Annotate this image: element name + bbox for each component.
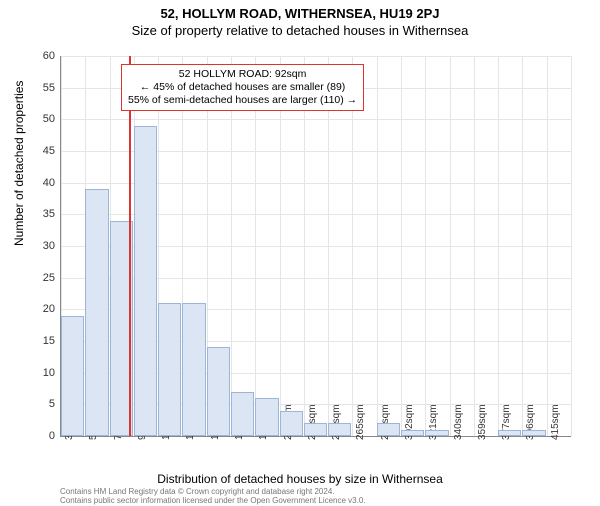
gridline-v (450, 56, 451, 436)
y-tick-label: 5 (15, 398, 55, 410)
gridline-v (304, 56, 305, 436)
y-tick-label: 45 (15, 145, 55, 157)
page-title: 52, HOLLYM ROAD, WITHERNSEA, HU19 2PJ (0, 6, 600, 21)
annotation-line: 52 HOLLYM ROAD: 92sqm (128, 68, 357, 81)
histogram-bar (498, 430, 521, 436)
y-tick-label: 50 (15, 113, 55, 125)
gridline-v (255, 56, 256, 436)
gridline-v (547, 56, 548, 436)
x-tick-label: 359sqm (477, 404, 488, 440)
attribution-line-2: Contains public sector information licen… (60, 497, 366, 506)
histogram-bar (522, 430, 545, 436)
chart-subtitle: Size of property relative to detached ho… (0, 23, 600, 38)
y-tick-label: 25 (15, 272, 55, 284)
x-tick-label: 415sqm (550, 404, 561, 440)
annotation-line: 55% of semi-detached houses are larger (… (128, 94, 357, 107)
histogram-bar (85, 189, 108, 436)
annotation-box: 52 HOLLYM ROAD: 92sqm← 45% of detached h… (121, 64, 364, 111)
annotation-line: ← 45% of detached houses are smaller (89… (128, 81, 357, 94)
x-axis-label: Distribution of detached houses by size … (0, 472, 600, 486)
y-axis-label: Number of detached properties (12, 81, 26, 246)
histogram-bar (377, 423, 400, 436)
attribution-text: Contains HM Land Registry data © Crown c… (60, 488, 366, 506)
histogram-bar (182, 303, 205, 436)
histogram-bar (425, 430, 448, 436)
y-tick-label: 40 (15, 177, 55, 189)
x-tick-label: 340sqm (453, 404, 464, 440)
x-tick-label: 265sqm (355, 404, 366, 440)
y-tick-label: 60 (15, 50, 55, 62)
y-tick-label: 35 (15, 208, 55, 220)
histogram-bar (61, 316, 84, 436)
gridline-v (522, 56, 523, 436)
histogram-bar (280, 411, 303, 436)
gridline-v (280, 56, 281, 436)
y-tick-label: 10 (15, 367, 55, 379)
gridline-v (425, 56, 426, 436)
histogram-bar (401, 430, 424, 436)
gridline-h (61, 56, 571, 57)
chart-area: 05101520253035404550556039sqm58sqm77sqm9… (60, 56, 570, 436)
gridline-v (474, 56, 475, 436)
y-tick-label: 0 (15, 430, 55, 442)
histogram-bar (328, 423, 351, 436)
histogram-bar (158, 303, 181, 436)
gridline-v (352, 56, 353, 436)
gridline-v (328, 56, 329, 436)
histogram-bar (207, 347, 230, 436)
plot-area: 05101520253035404550556039sqm58sqm77sqm9… (60, 56, 571, 437)
y-tick-label: 30 (15, 240, 55, 252)
gridline-v (377, 56, 378, 436)
histogram-bar (231, 392, 254, 436)
histogram-bar (255, 398, 278, 436)
gridline-v (231, 56, 232, 436)
y-tick-label: 20 (15, 303, 55, 315)
gridline-v (498, 56, 499, 436)
gridline-h (61, 119, 571, 120)
reference-line (129, 56, 131, 436)
histogram-bar (304, 423, 327, 436)
gridline-v (401, 56, 402, 436)
y-tick-label: 55 (15, 82, 55, 94)
gridline-v (571, 56, 572, 436)
y-tick-label: 15 (15, 335, 55, 347)
histogram-bar (134, 126, 157, 436)
